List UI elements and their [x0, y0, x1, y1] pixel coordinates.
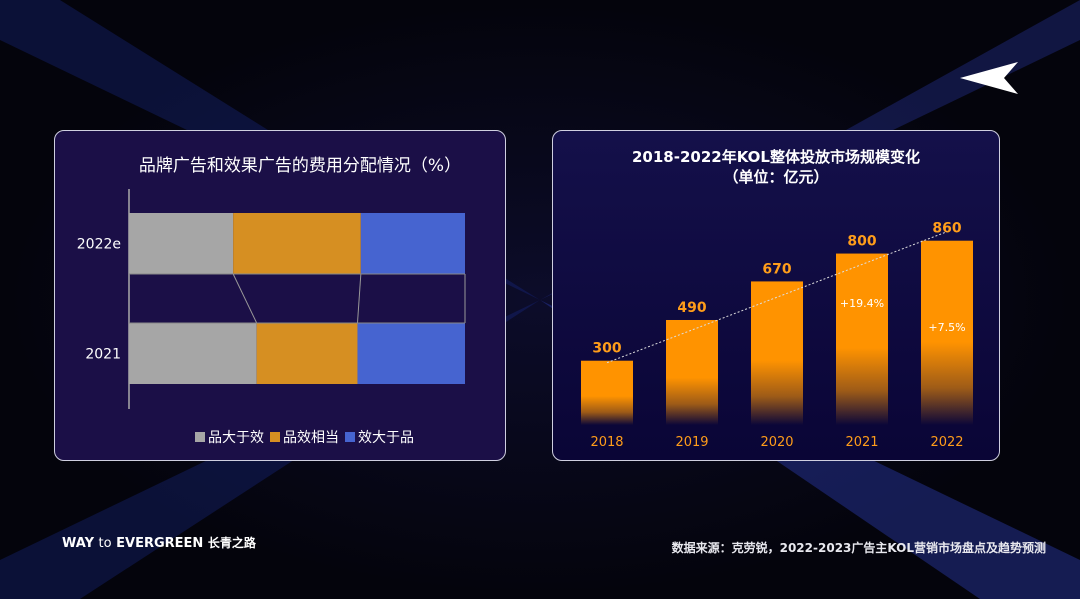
- x-tick-label: 2021: [845, 435, 878, 450]
- growth-label: +7.5%: [928, 321, 965, 334]
- bar-segment: [129, 213, 234, 274]
- legend-item: 品大于效: [195, 427, 264, 447]
- bar-segment: [360, 213, 465, 274]
- bar-segment: [129, 323, 257, 384]
- brand-cn: 长青之路: [207, 536, 256, 550]
- bar-value-label: 670: [762, 261, 791, 277]
- bar: [666, 319, 718, 425]
- bar: [581, 360, 633, 425]
- kol-market-chart: 300 2018 490 2019 670 2020 800 2021 +19.4% 860 202…: [581, 221, 973, 450]
- bar: [751, 281, 803, 425]
- chart-title-text: 2018-2022年KOL整体投放市场规模变化: [632, 148, 920, 166]
- legend-label: 品效相当: [283, 430, 339, 446]
- legend-label: 效大于品: [358, 430, 414, 446]
- allocation-chart: 2022e 2021: [77, 189, 466, 409]
- brand-tagline: WAY to EVERGREEN 长青之路: [62, 534, 256, 551]
- bar-segment: [256, 323, 358, 384]
- legend-item: 品效相当: [270, 427, 339, 447]
- legend-label: 品大于效: [208, 430, 264, 446]
- legend-swatch: [195, 432, 205, 442]
- growth-label: +19.4%: [840, 297, 884, 310]
- legend-item: 效大于品: [345, 427, 414, 447]
- chart-title: 2018-2022年KOL整体投放市场规模变化 （单位：亿元）: [553, 147, 999, 187]
- bar-segment: [357, 323, 465, 384]
- y-tick-label: 2022e: [77, 237, 121, 253]
- brand-way: WAY: [62, 536, 94, 551]
- y-tick-label: 2021: [85, 347, 121, 363]
- bar: [921, 240, 973, 425]
- x-tick-label: 2022: [930, 435, 963, 450]
- kol-market-chart-panel: 2018-2022年KOL整体投放市场规模变化 （单位：亿元） 300 2018 4…: [552, 130, 1000, 461]
- brand-to: to: [98, 536, 112, 551]
- legend-swatch: [345, 432, 355, 442]
- bar: [836, 253, 888, 425]
- brand-evergreen: EVERGREEN: [116, 536, 204, 551]
- x-tick-label: 2020: [760, 435, 793, 450]
- connector-line: [356, 273, 362, 324]
- bar-value-label: 490: [677, 300, 706, 316]
- x-tick-label: 2019: [675, 435, 708, 450]
- chart-subtitle: （单位：亿元）: [723, 168, 829, 186]
- brand-logo-icon: [960, 62, 1018, 94]
- bar-value-label: 800: [847, 234, 876, 250]
- bar-value-label: 860: [932, 221, 961, 237]
- trend-line: [606, 231, 948, 364]
- legend-swatch: [270, 432, 280, 442]
- allocation-chart-panel: 品牌广告和效果广告的费用分配情况（%） 2022e 2021 品大于效 品效相当 …: [54, 130, 506, 461]
- bar-segment: [233, 213, 361, 274]
- connector-line: [232, 273, 258, 324]
- data-source-note: 数据来源：克劳锐，2022-2023广告主KOL营销市场盘点及趋势预测: [671, 541, 1046, 555]
- bar-value-label: 300: [592, 341, 621, 357]
- x-tick-label: 2018: [590, 435, 623, 450]
- chart-title: 品牌广告和效果广告的费用分配情况（%）: [138, 156, 462, 176]
- chart-legend: 品大于效 品效相当 效大于品: [195, 427, 414, 447]
